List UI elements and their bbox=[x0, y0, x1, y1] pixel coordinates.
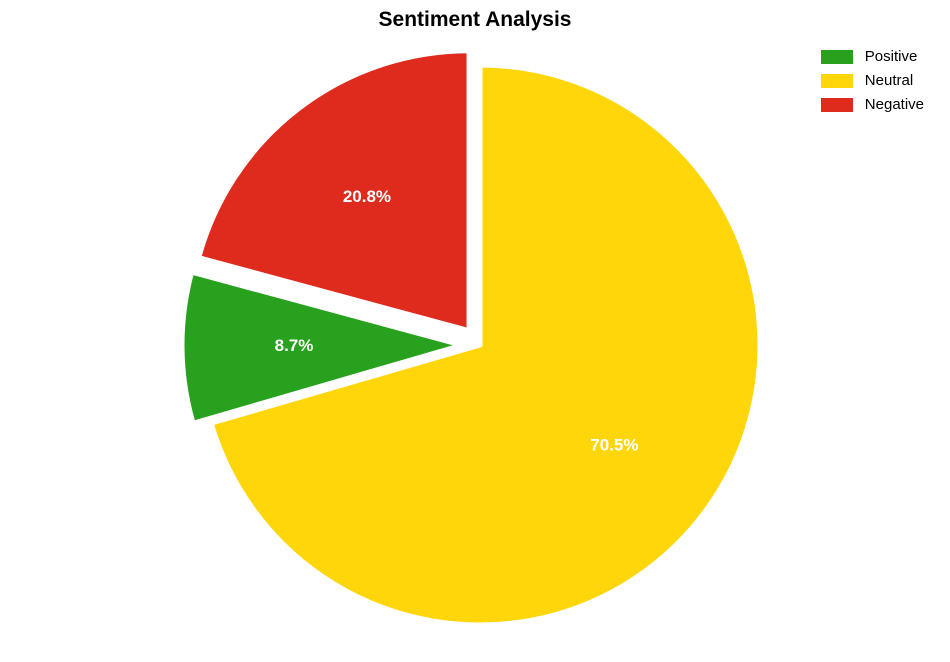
legend: Positive Neutral Negative bbox=[821, 48, 924, 120]
pie-label-negative: 20.8% bbox=[343, 187, 391, 206]
pie-label-neutral: 70.5% bbox=[590, 435, 638, 454]
legend-label: Negative bbox=[865, 96, 924, 113]
pie-svg: 20.8% 8.7% 70.5% bbox=[0, 0, 950, 662]
legend-swatch bbox=[821, 50, 853, 64]
legend-swatch bbox=[821, 98, 853, 112]
legend-item-negative: Negative bbox=[821, 96, 924, 113]
legend-item-positive: Positive bbox=[821, 48, 924, 65]
sentiment-pie-chart: Sentiment Analysis 20.8%8.7%70.5% Positi… bbox=[0, 0, 950, 662]
legend-item-neutral: Neutral bbox=[821, 72, 924, 89]
legend-label: Positive bbox=[865, 48, 918, 65]
legend-swatch bbox=[821, 74, 853, 88]
legend-label: Neutral bbox=[865, 72, 913, 89]
pie-label-positive: 8.7% bbox=[275, 336, 314, 355]
